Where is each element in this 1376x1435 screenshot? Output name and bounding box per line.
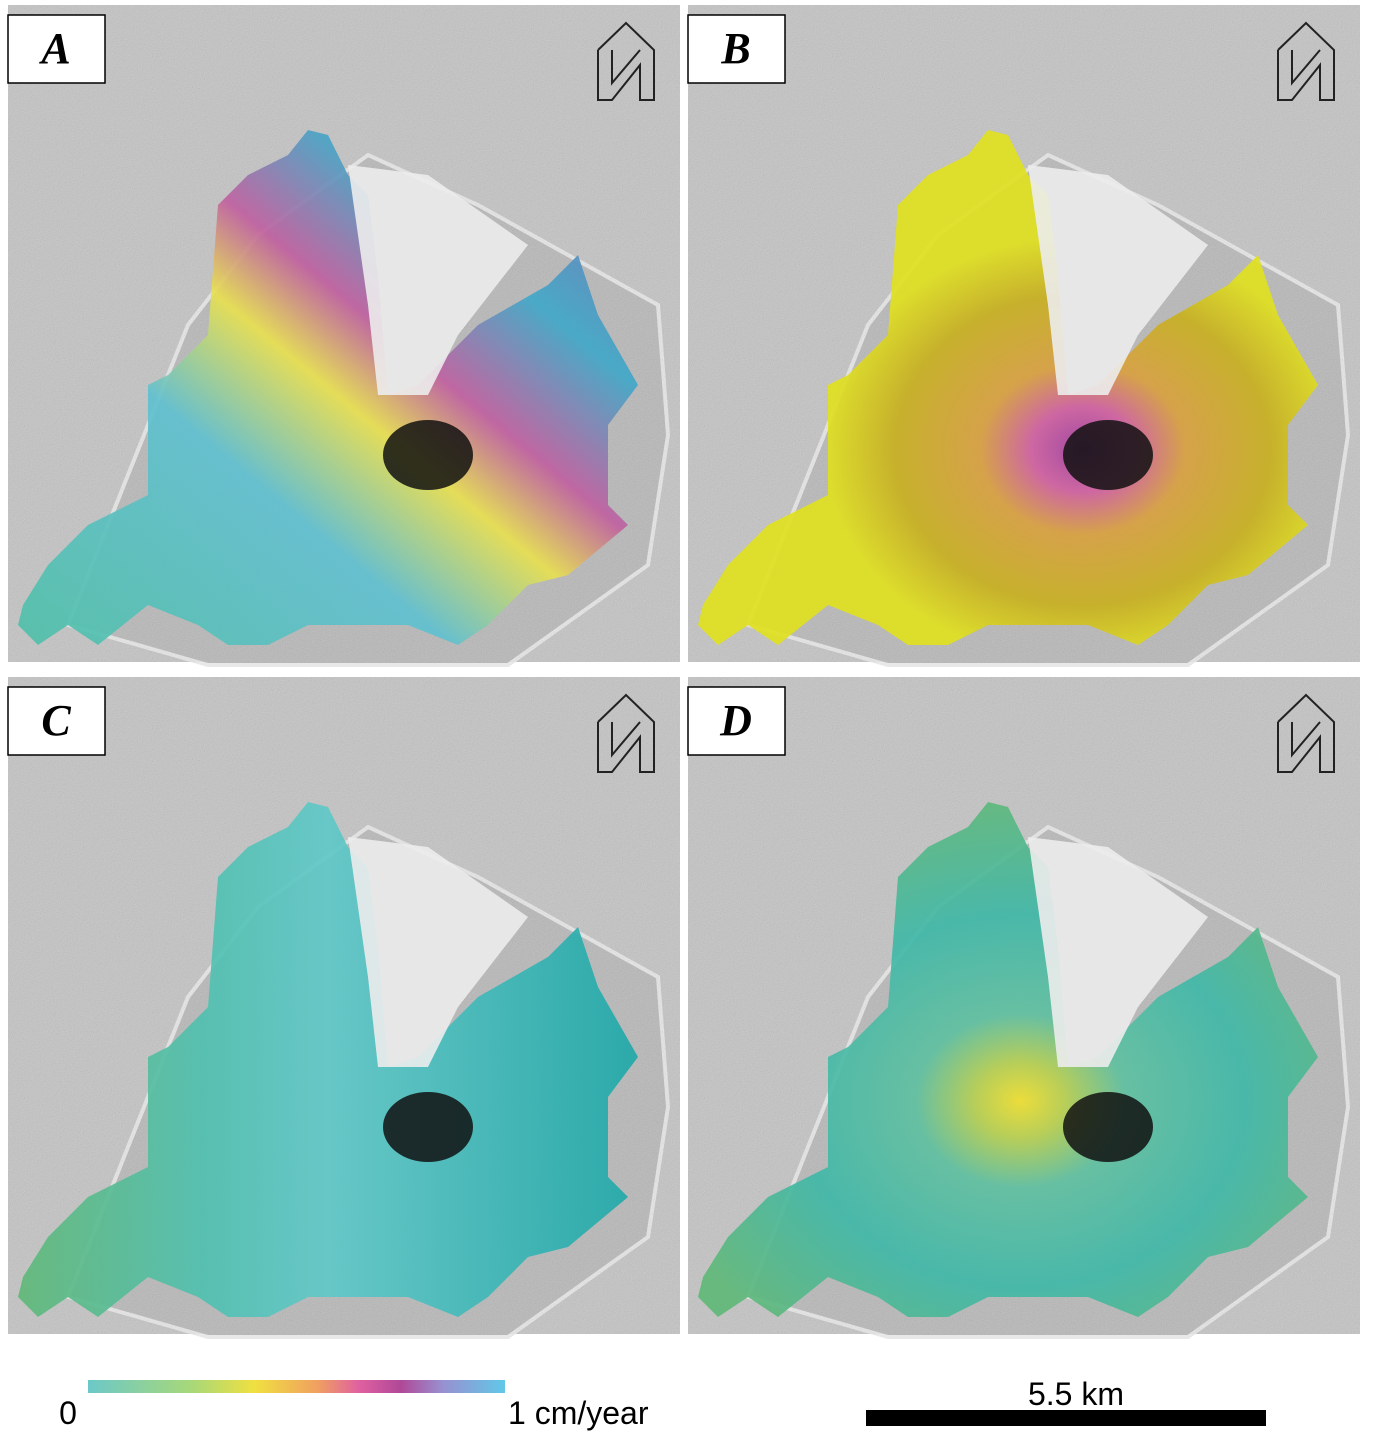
colorbar-min: 0 — [59, 1395, 77, 1431]
scale-label: 5.5 km — [1028, 1376, 1124, 1412]
crater-shadow — [1063, 420, 1153, 490]
map-panel: B — [688, 5, 1360, 665]
colorbar — [88, 1380, 505, 1393]
panel-label: C — [41, 696, 71, 745]
colorbar-max: 1 cm/year — [508, 1395, 649, 1431]
map-panel: A — [8, 5, 680, 665]
panel-label: D — [719, 696, 752, 745]
crater-shadow — [1063, 1092, 1153, 1162]
panels: A B C D — [8, 5, 1360, 1337]
figure: A B C D 0 1 cm/year 5.5 km — [0, 0, 1376, 1435]
crater-shadow — [383, 1092, 473, 1162]
map-panel: C — [8, 677, 680, 1337]
scale-bar — [866, 1410, 1266, 1426]
panel-label: B — [720, 24, 750, 73]
map-panel: D — [688, 677, 1360, 1337]
panel-label: A — [38, 24, 70, 73]
crater-shadow — [383, 420, 473, 490]
